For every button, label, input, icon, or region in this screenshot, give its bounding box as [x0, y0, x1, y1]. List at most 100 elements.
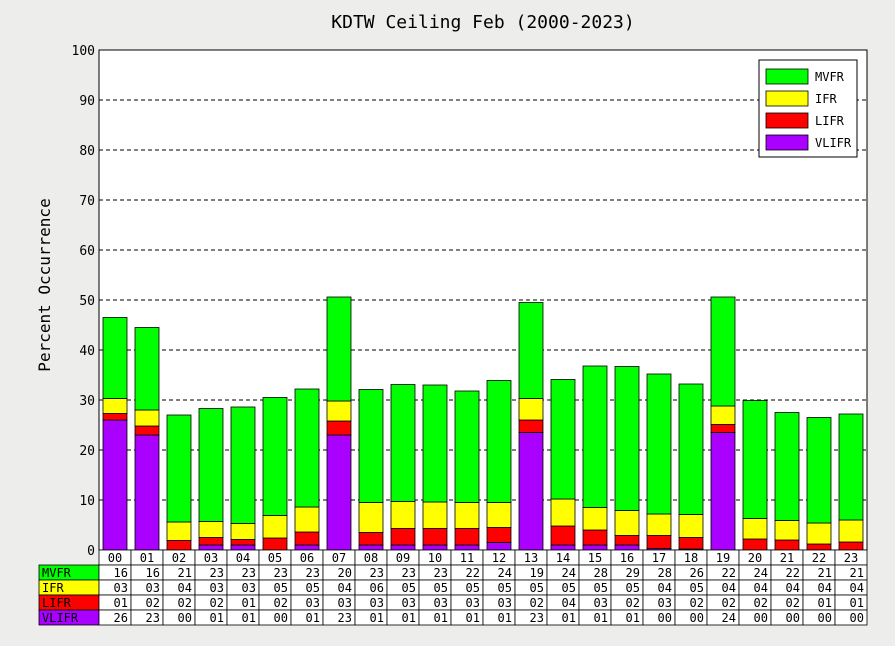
- table-value: 23: [338, 611, 352, 625]
- table-value: 04: [722, 581, 736, 595]
- bar-lifr-08: [358, 532, 384, 546]
- table-value: 00: [274, 611, 288, 625]
- table-value: 21: [850, 566, 864, 580]
- bar-mvfr-16: [614, 366, 640, 511]
- grid-lines: [99, 99, 867, 501]
- table-value: 01: [466, 611, 480, 625]
- table-value: 04: [338, 581, 352, 595]
- table-value: 01: [594, 611, 608, 625]
- y-tick-label: 90: [79, 94, 95, 109]
- table-value: 23: [242, 566, 256, 580]
- table-value: 01: [210, 611, 224, 625]
- bar-vlifr-16: [614, 544, 640, 551]
- bar-mvfr-09: [390, 384, 416, 502]
- bar-vlifr-19: [710, 432, 736, 551]
- bar-lifr-15: [582, 529, 608, 546]
- table-value: 03: [594, 596, 608, 610]
- bar-ifr-14: [550, 498, 576, 527]
- x-tick-label: 11: [460, 551, 474, 565]
- bar-ifr-01: [134, 409, 160, 427]
- table-value: 02: [530, 596, 544, 610]
- legend-label-ifr: IFR: [815, 92, 837, 106]
- bar-mvfr-08: [358, 389, 384, 503]
- x-tick-label: 08: [364, 551, 378, 565]
- bar-lifr-09: [390, 528, 416, 546]
- table-value: 01: [370, 611, 384, 625]
- table-value: 02: [178, 596, 192, 610]
- table-value: 04: [850, 581, 864, 595]
- bar-lifr-12: [486, 527, 512, 543]
- bar-mvfr-14: [550, 379, 576, 500]
- bar-ifr-18: [678, 514, 704, 538]
- table-value: 05: [306, 581, 320, 595]
- table-value: 24: [754, 566, 768, 580]
- y-tick-label: 60: [79, 244, 95, 259]
- table-value: 04: [562, 596, 576, 610]
- bar-vlifr-15: [582, 544, 608, 551]
- x-tick-label: 19: [716, 551, 730, 565]
- table-value: 29: [626, 566, 640, 580]
- table-value: 05: [402, 581, 416, 595]
- table-value: 01: [498, 611, 512, 625]
- legend-label-vlifr: VLIFR: [815, 136, 852, 150]
- table-row-label: MVFR: [42, 566, 72, 580]
- bar-vlifr-10: [422, 544, 448, 551]
- y-tick-label: 20: [79, 444, 95, 459]
- bar-ifr-17: [646, 513, 672, 536]
- bar-vlifr-01: [134, 434, 160, 551]
- table-value: 22: [786, 566, 800, 580]
- bar-ifr-00: [102, 398, 128, 414]
- chart-title: KDTW Ceiling Feb (2000-2023): [331, 12, 634, 33]
- table-value: 05: [690, 581, 704, 595]
- table-value: 00: [178, 611, 192, 625]
- table-value: 04: [786, 581, 800, 595]
- table-value: 03: [658, 596, 672, 610]
- table-value: 28: [658, 566, 672, 580]
- x-tick-label: 14: [556, 551, 570, 565]
- x-tick-label: 17: [652, 551, 666, 565]
- bar-mvfr-20: [742, 400, 768, 519]
- bar-ifr-23: [838, 519, 864, 543]
- bar-ifr-05: [262, 515, 288, 539]
- x-tick-label: 05: [268, 551, 282, 565]
- table-value: 03: [370, 596, 384, 610]
- table-value: 21: [818, 566, 832, 580]
- table-value: 06: [370, 581, 384, 595]
- bar-ifr-03: [198, 521, 224, 538]
- bar-vlifr-13: [518, 432, 544, 551]
- table-value: 26: [690, 566, 704, 580]
- table-value: 01: [114, 596, 128, 610]
- bar-lifr-03: [198, 537, 224, 546]
- x-tick-label: 04: [236, 551, 250, 565]
- table-value: 01: [562, 611, 576, 625]
- bar-vlifr-08: [358, 544, 384, 551]
- legend-label-mvfr: MVFR: [815, 70, 845, 84]
- table-row-label: LIFR: [42, 596, 72, 610]
- bar-mvfr-00: [102, 317, 128, 399]
- bar-vlifr-00: [102, 419, 128, 551]
- legend-swatch-mvfr: [765, 68, 809, 85]
- x-tick-label: 13: [524, 551, 538, 565]
- table-value: 03: [498, 596, 512, 610]
- table-value: 00: [658, 611, 672, 625]
- bar-mvfr-10: [422, 384, 448, 503]
- bar-mvfr-21: [774, 412, 800, 521]
- legend-swatch-lifr: [765, 112, 809, 129]
- x-tick-label: 01: [140, 551, 154, 565]
- table-value: 23: [210, 566, 224, 580]
- y-axis-label: Percent Occurrence: [35, 198, 54, 371]
- table-value: 16: [114, 566, 128, 580]
- table-value: 03: [210, 581, 224, 595]
- table-value: 04: [818, 581, 832, 595]
- table-value: 05: [594, 581, 608, 595]
- bar-ifr-06: [294, 506, 320, 533]
- bar-vlifr-11: [454, 544, 480, 551]
- table-row-label: IFR: [42, 581, 64, 595]
- table-value: 22: [466, 566, 480, 580]
- table-value: 05: [466, 581, 480, 595]
- table-value: 02: [754, 596, 768, 610]
- bar-lifr-14: [550, 525, 576, 546]
- table-value: 01: [306, 611, 320, 625]
- table-value: 03: [434, 596, 448, 610]
- table-value: 03: [402, 596, 416, 610]
